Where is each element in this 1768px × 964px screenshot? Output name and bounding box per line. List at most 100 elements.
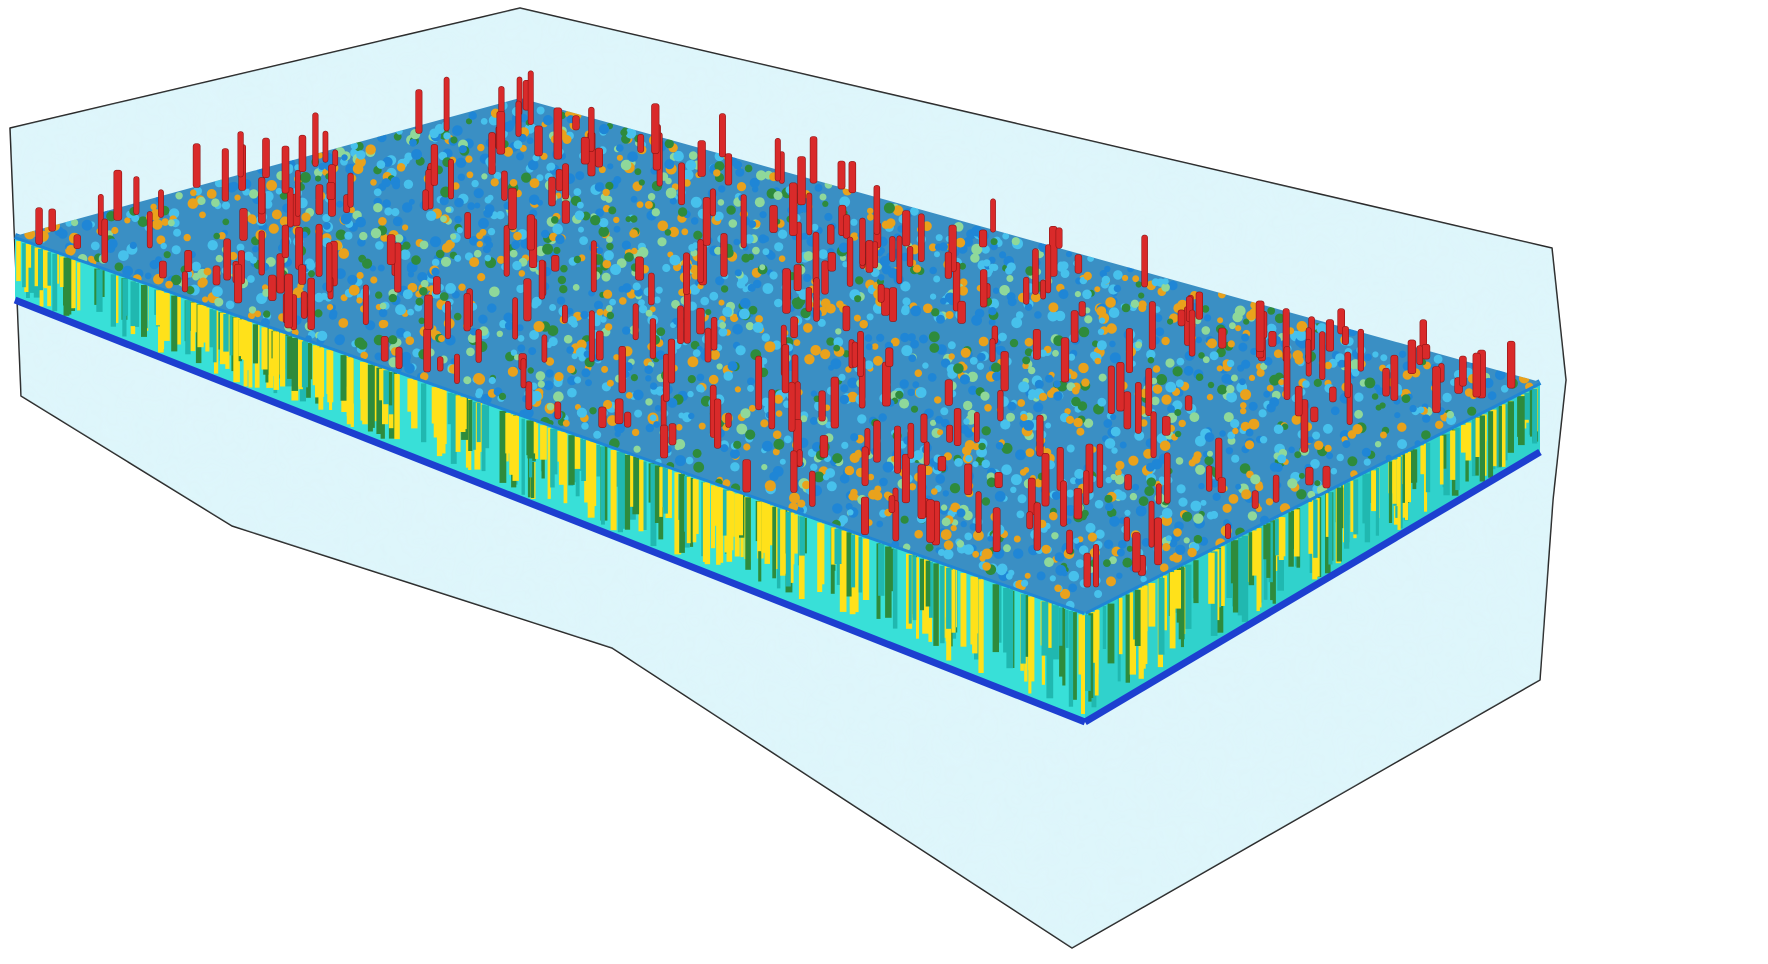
headgroup-bead <box>222 218 230 226</box>
headgroup-bead <box>1115 460 1125 470</box>
lipid-tail <box>702 482 710 562</box>
headgroup-bead <box>1073 417 1083 428</box>
headgroup-bead <box>1178 497 1188 507</box>
headgroup-bead <box>526 137 534 145</box>
headgroup-bead <box>881 220 891 229</box>
lipid-tail <box>654 465 661 523</box>
headgroup-bead <box>876 520 884 528</box>
cholesterol-molecule <box>1083 552 1091 588</box>
headgroup-bead <box>186 286 195 295</box>
headgroup-bead <box>452 125 463 136</box>
headgroup-bead <box>1226 384 1235 394</box>
headgroup-bead <box>744 164 753 173</box>
cholesterol-molecule <box>347 172 354 208</box>
headgroup-bead <box>516 324 524 332</box>
headgroup-bead <box>553 246 561 255</box>
cholesterol-molecule <box>1148 301 1156 350</box>
headgroup-bead <box>467 333 478 343</box>
headgroup-bead <box>835 328 842 335</box>
headgroup-bead <box>490 178 499 187</box>
headgroup-bead <box>247 214 257 224</box>
headgroup-bead <box>507 366 518 377</box>
headgroup-bead <box>1106 576 1116 587</box>
lipid-tail <box>340 355 347 401</box>
lipid-tail <box>535 423 539 459</box>
headgroup-bead <box>1240 402 1247 409</box>
headgroup-bead <box>1010 486 1017 493</box>
headgroup-bead <box>973 530 984 541</box>
headgroup-bead <box>1068 583 1078 593</box>
lipid-tail <box>171 295 178 352</box>
headgroup-bead <box>415 297 424 306</box>
headgroup-bead <box>1128 455 1139 466</box>
headgroup-bead <box>748 404 756 412</box>
headgroup-bead <box>979 555 986 562</box>
headgroup-bead <box>1217 317 1224 324</box>
cholesterol-molecule <box>637 134 645 153</box>
headgroup-bead <box>1274 313 1285 324</box>
cholesterol-molecule <box>464 212 472 240</box>
cholesterol-molecule <box>1033 502 1041 551</box>
headgroup-bead <box>919 334 928 344</box>
headgroup-bead <box>411 255 421 265</box>
headgroup-bead <box>576 339 587 350</box>
headgroup-bead <box>925 543 934 552</box>
cholesterol-molecule <box>463 292 471 332</box>
headgroup-bead <box>566 307 574 315</box>
cholesterol-molecule <box>1124 474 1132 491</box>
headgroup-bead <box>928 243 937 252</box>
cholesterol-molecule <box>258 230 265 276</box>
headgroup-bead <box>1161 336 1170 346</box>
headgroup-bead <box>847 391 858 403</box>
headgroup-bead <box>533 321 545 332</box>
cholesterol-molecule <box>713 398 722 449</box>
cholesterol-molecule <box>503 225 510 277</box>
headgroup-bead <box>71 219 79 227</box>
headgroup-bead <box>469 236 479 246</box>
lipid-tail <box>1023 595 1029 657</box>
headgroup-bead <box>484 254 492 262</box>
lower-headgroup-line-left <box>13 296 1087 726</box>
headgroup-bead <box>1189 412 1200 423</box>
headgroup-bead <box>908 483 917 491</box>
headgroup-bead <box>487 194 494 201</box>
cholesterol-molecule <box>660 424 669 459</box>
headgroup-bead <box>489 286 500 298</box>
lipid-tail <box>1193 560 1199 604</box>
cholesterol-molecule <box>812 231 820 284</box>
headgroup-bead <box>756 170 767 181</box>
headgroup-bead <box>1401 394 1411 403</box>
lipid-tail <box>1488 411 1494 478</box>
lipid-tail <box>70 260 75 309</box>
headgroup-bead <box>214 297 224 307</box>
headgroup-bead <box>1314 440 1324 450</box>
headgroup-bead <box>1007 297 1017 307</box>
lipid-tail <box>1455 427 1460 491</box>
headgroup-bead <box>477 143 485 152</box>
cholesterol-molecule <box>979 269 988 308</box>
headgroup-bead <box>1313 378 1322 387</box>
headgroup-bead <box>1258 409 1267 418</box>
cholesterol-molecule <box>889 236 896 262</box>
headgroup-bead <box>573 255 582 264</box>
lipid-tail <box>16 241 21 282</box>
headgroup-bead <box>477 273 486 282</box>
headgroup-bead <box>1135 341 1143 349</box>
headgroup-bead <box>376 160 386 169</box>
headgroup-bead <box>593 300 604 310</box>
cholesterol-molecule <box>287 187 294 228</box>
headgroup-bead <box>1200 499 1207 506</box>
lipid-tail <box>665 469 672 518</box>
headgroup-bead <box>577 201 584 209</box>
headgroup-bead <box>969 357 978 365</box>
headgroup-bead <box>1337 359 1346 368</box>
headgroup-bead <box>1033 402 1044 413</box>
headgroup-bead <box>585 379 592 387</box>
headgroup-bead <box>513 231 522 241</box>
headgroup-bead <box>1039 349 1047 357</box>
headgroup-bead <box>1176 357 1185 366</box>
headgroup-bead <box>1106 323 1117 334</box>
headgroup-bead <box>688 244 696 252</box>
lipid-tail <box>1263 524 1269 560</box>
lipid-tail <box>1102 606 1107 649</box>
